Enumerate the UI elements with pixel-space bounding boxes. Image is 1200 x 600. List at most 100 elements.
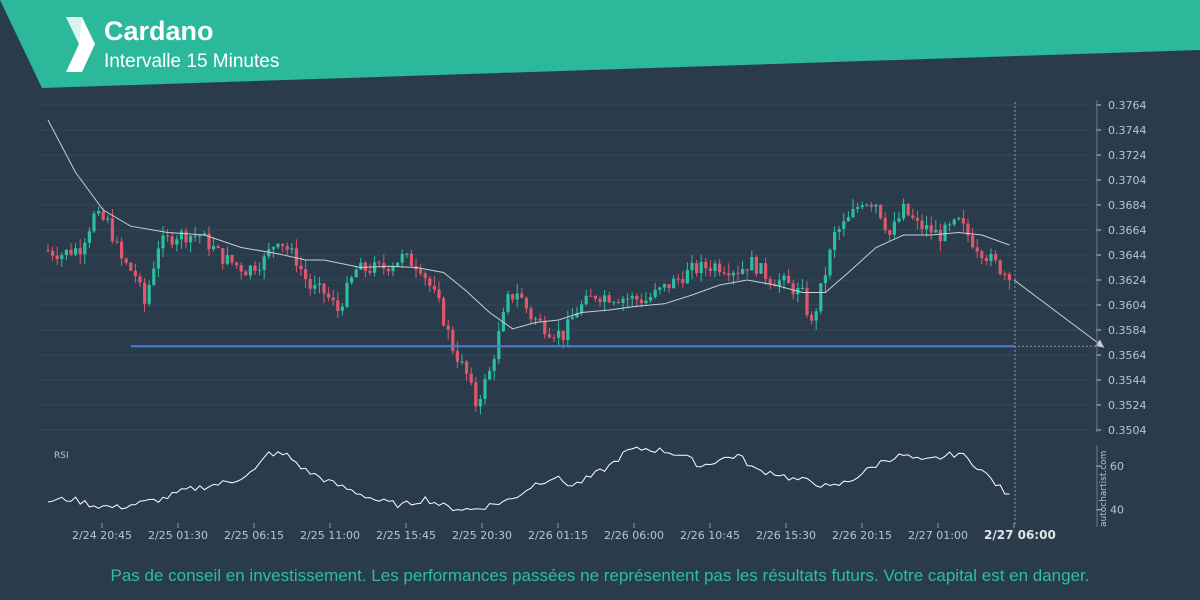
candle-body (161, 235, 165, 249)
candlestick-series (46, 198, 1011, 415)
candle-body (377, 262, 381, 264)
candle-body (276, 243, 280, 248)
candle-body (768, 278, 772, 285)
rsi-panel: RSI 40 60 (47, 445, 1124, 527)
candle-body (966, 223, 970, 236)
candle-body (110, 218, 114, 242)
candle-body (925, 225, 929, 230)
candle-body (603, 295, 607, 303)
time-tick-label: 2/26 01:15 (528, 529, 588, 542)
candle-body (437, 289, 441, 299)
candle-body (262, 256, 266, 270)
time-tick-label: 2/26 06:00 (604, 529, 664, 542)
candle-body (497, 331, 501, 360)
rsi-axis: 40 60 (1096, 445, 1124, 527)
candle-body (55, 255, 59, 260)
candle-body (488, 370, 492, 380)
candle-body (152, 268, 156, 285)
candle-body (317, 283, 321, 285)
candle-body (221, 248, 225, 264)
candle-body (833, 231, 837, 250)
candle-body (106, 218, 110, 220)
candle-body (258, 269, 262, 271)
candle-body (883, 218, 887, 231)
candle-body (662, 284, 666, 288)
moving-average-line (47, 119, 1010, 330)
time-tick-label: 2/26 10:45 (680, 529, 740, 542)
candle-body (658, 287, 662, 290)
time-tick-label: 2/27 06:00 (984, 528, 1056, 542)
candle-body (589, 295, 593, 297)
candle-body (649, 297, 653, 301)
price-tick-label: 0.3604 (1108, 299, 1147, 312)
time-tick-label: 2/25 01:30 (148, 529, 208, 542)
rsi-tick-label: 40 (1110, 504, 1124, 517)
candle-body (865, 204, 869, 206)
candle-body (892, 221, 896, 235)
candle-body (51, 251, 55, 256)
candle-body (327, 293, 331, 298)
candle-body (920, 220, 924, 230)
price-chart: 0.3764 0.3744 0.3724 0.3704 0.3684 0.3664 0.36… (40, 99, 1147, 542)
candle-body (520, 293, 524, 298)
rsi-label: RSI (54, 451, 69, 461)
candle-body (552, 337, 556, 339)
candle-body (764, 263, 768, 279)
candle-body (557, 330, 561, 338)
time-tick-label: 2/26 20:15 (832, 529, 892, 542)
candle-body (837, 229, 841, 232)
candle-body (239, 265, 243, 272)
candle-body (501, 312, 505, 332)
candle-body (267, 249, 271, 257)
candle-body (290, 248, 294, 250)
candle-body (547, 334, 551, 338)
time-tick-label: 2/27 01:00 (908, 529, 968, 542)
candle-body (299, 265, 303, 270)
price-tick-label: 0.3624 (1108, 274, 1147, 287)
candle-body (529, 308, 533, 320)
price-tick-label: 0.3564 (1108, 349, 1147, 362)
candle-body (879, 204, 883, 219)
candle-body (336, 300, 340, 311)
candle-body (543, 320, 547, 335)
time-axis: 2/24 20:45 2/25 01:30 2/25 06:15 2/25 11:00… (72, 523, 1056, 542)
candle-body (814, 311, 818, 321)
candle-body (129, 262, 133, 271)
candle-body (777, 280, 781, 287)
candle-body (313, 284, 317, 289)
candle-body (198, 235, 202, 237)
candle-body (1007, 274, 1011, 280)
risk-disclaimer: Pas de conseil en investissement. Les pe… (110, 566, 1090, 585)
candle-body (860, 205, 864, 208)
price-tick-label: 0.3764 (1108, 99, 1147, 112)
candle-body (64, 249, 68, 256)
header-band (0, 0, 1200, 88)
candle-body (115, 241, 119, 243)
time-tick-label: 2/26 15:30 (756, 529, 816, 542)
candle-body (428, 278, 432, 286)
candle-body (704, 261, 708, 269)
candle-body (672, 278, 676, 289)
rsi-tick-label: 60 (1110, 460, 1124, 473)
candle-body (639, 299, 643, 304)
candle-body (874, 204, 878, 207)
candle-body (791, 283, 795, 295)
candle-body (138, 276, 142, 283)
candle-body (391, 266, 395, 272)
candle-body (805, 287, 809, 315)
candle-body (419, 269, 423, 274)
candle-body (575, 312, 579, 318)
candle-body (396, 262, 400, 267)
candle-body (446, 325, 450, 330)
candle-body (787, 275, 791, 284)
candle-body (304, 269, 308, 279)
candle-body (998, 260, 1002, 274)
candle-body (681, 279, 685, 284)
candle-body (354, 269, 358, 278)
candle-body (934, 229, 938, 233)
candle-body (699, 261, 703, 274)
candle-body (322, 283, 326, 294)
candle-body (695, 263, 699, 274)
candle-body (359, 262, 363, 270)
candle-body (626, 298, 630, 300)
